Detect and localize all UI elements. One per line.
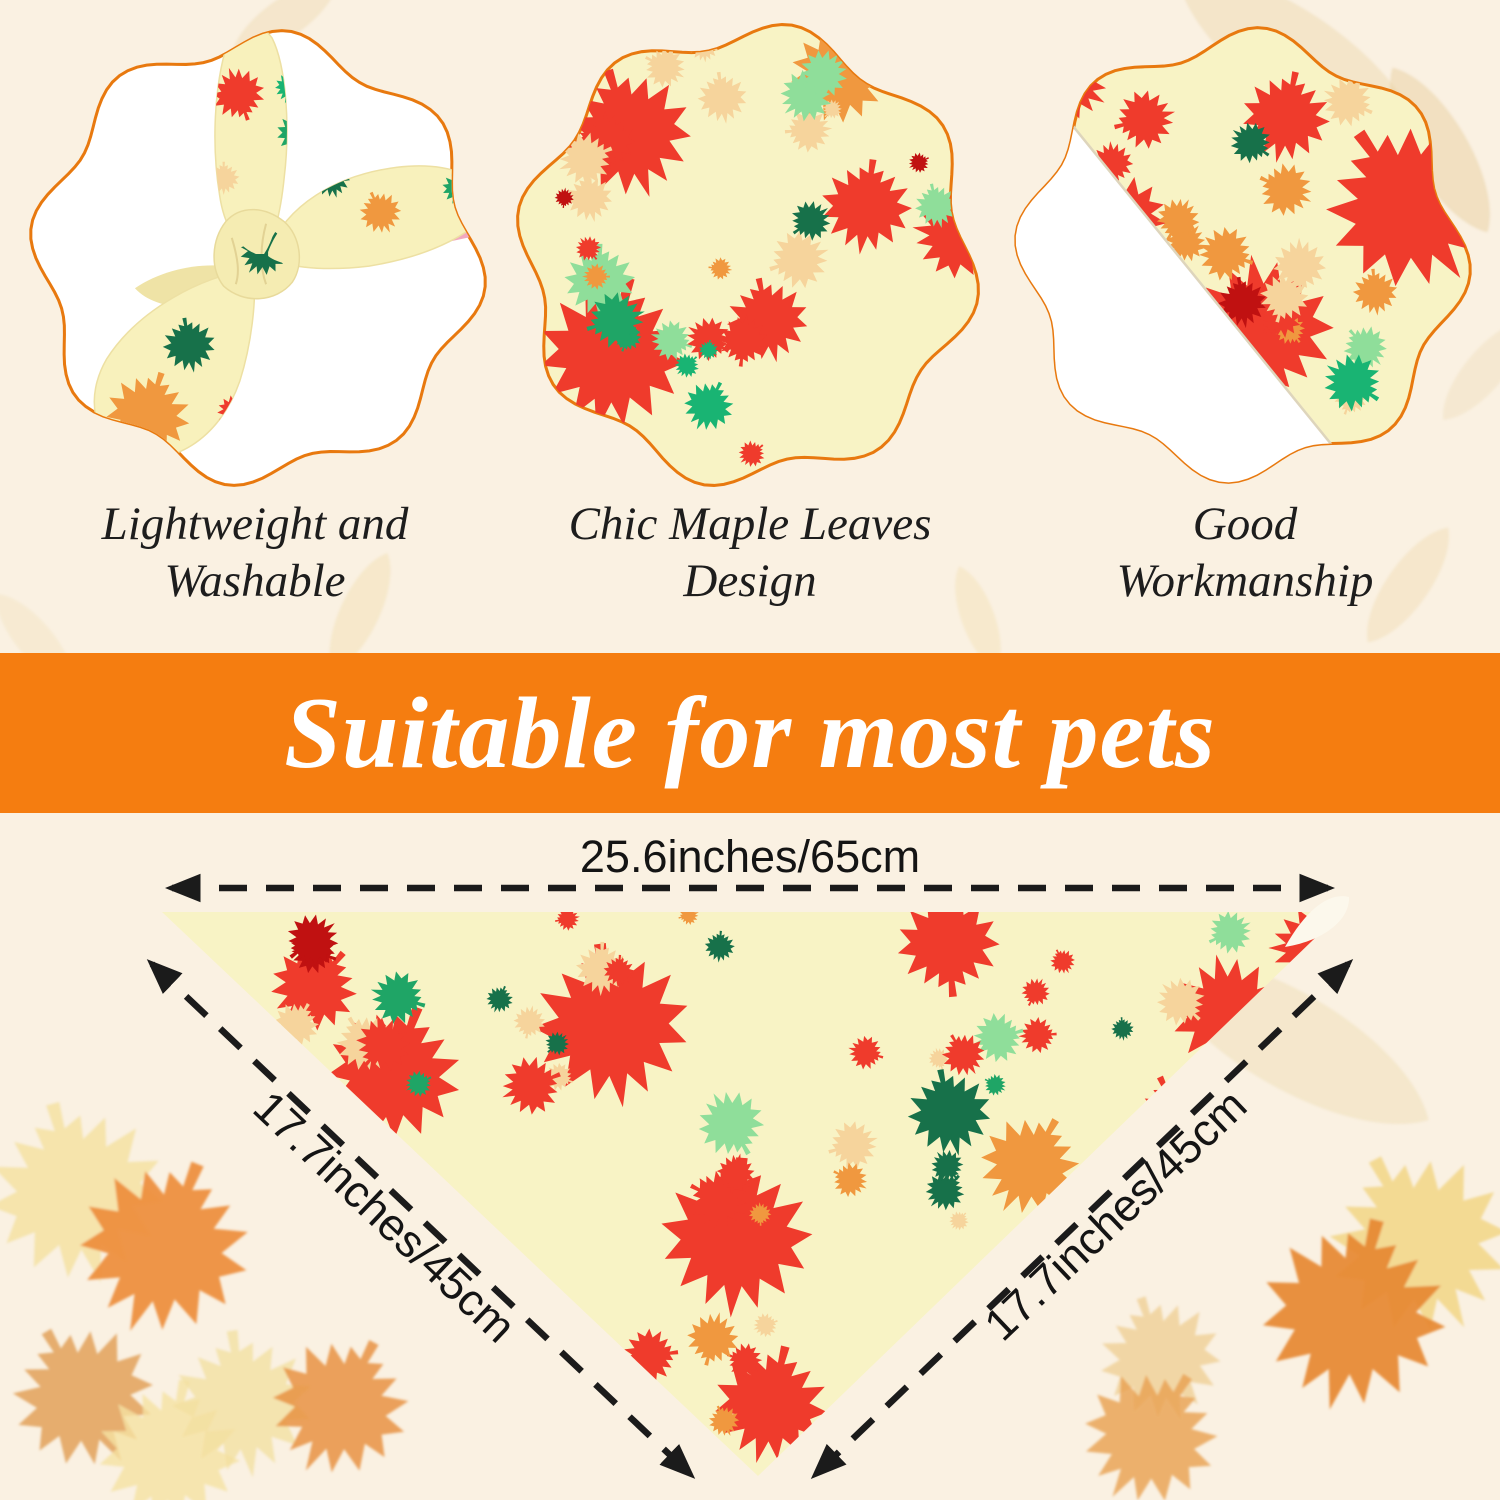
fabric-corner-curl (1285, 896, 1350, 947)
maple-fabric-photo (516, 23, 980, 487)
feature-maple-design (511, 18, 985, 492)
width-label: 25.6inches/65cm (580, 831, 920, 882)
banner-text: Suitable for most pets (284, 676, 1216, 790)
left-edge-arrow (146, 959, 696, 1479)
feature-tied-bandana (26, 26, 490, 490)
caption-line: Washable (164, 555, 346, 607)
banner: Suitable for most pets (0, 653, 1500, 813)
feature-workmanship (1011, 23, 1475, 487)
size-diagram: 25.6inches/65cm 17.7inches/45cm 17.7inch… (146, 831, 1354, 1479)
folded-fabric-photo (1014, 26, 1472, 484)
caption-workmanship: Good Workmanship (1000, 496, 1490, 610)
caption-line: Chic Maple Leaves (568, 498, 932, 550)
caption-line: Lightweight and (101, 498, 409, 550)
tied-bandana-photo (29, 29, 487, 487)
caption-design: Chic Maple Leaves Design (500, 496, 1000, 610)
caption-line: Workmanship (1116, 555, 1374, 607)
caption-lightweight: Lightweight and Washable (15, 496, 495, 610)
right-edge-arrow (810, 959, 1354, 1479)
feature-row: Lightweight and Washable Chic Maple Leav… (0, 0, 1500, 650)
caption-line: Good (1192, 498, 1298, 550)
caption-line: Design (683, 555, 817, 607)
